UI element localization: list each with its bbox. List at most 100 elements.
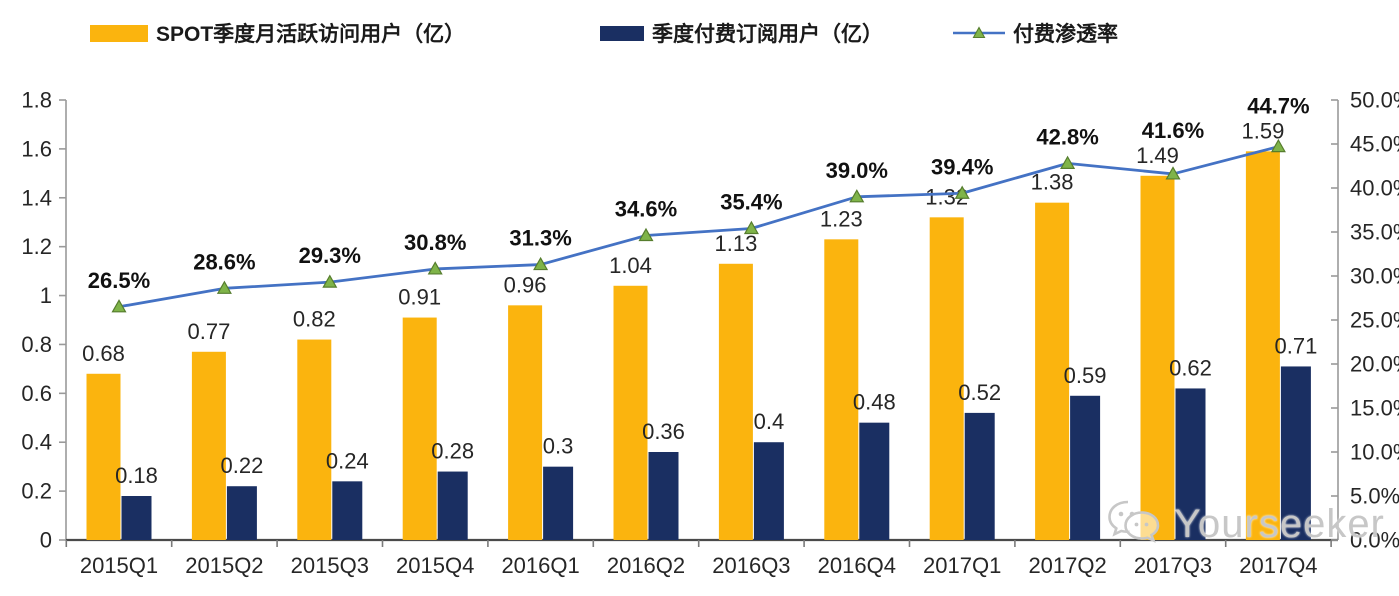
penetration-marker [849, 189, 865, 203]
x-axis-category-label: 2015Q2 [185, 553, 263, 578]
penetration-label: 26.5% [88, 268, 150, 293]
penetration-label: 28.6% [193, 249, 255, 274]
right-axis-tick-label: 50.0% [1350, 88, 1399, 113]
left-axis-tick-label: 1.6 [21, 136, 52, 161]
mau-swatch [90, 24, 148, 42]
penetration-marker [322, 274, 338, 288]
penetration-label: 34.6% [615, 197, 677, 222]
left-axis-tick-label: 1.4 [21, 185, 52, 210]
left-axis-tick-label: 0.2 [21, 479, 52, 504]
left-axis-tick-label: 0 [40, 528, 52, 553]
subs-bar-label: 0.3 [543, 434, 574, 459]
x-axis-category-label: 2016Q4 [818, 553, 896, 578]
mau-bar-label: 1.49 [1136, 143, 1179, 168]
penetration-label: 41.6% [1142, 118, 1204, 143]
mau-bar [824, 239, 859, 541]
penetration-marker [954, 185, 970, 199]
mau-bar [86, 373, 121, 540]
subs-bar-label: 0.36 [642, 419, 685, 444]
mau-bar-label: 1.59 [1241, 118, 1284, 143]
x-axis-category-label: 2016Q3 [712, 553, 790, 578]
subs-bar-label: 0.52 [958, 380, 1001, 405]
subs-bar-label: 0.62 [1169, 355, 1212, 380]
mau-bar [1140, 175, 1175, 540]
mau-bar [191, 351, 226, 540]
right-axis-tick-label: 45.0% [1350, 132, 1399, 157]
mau-bar [508, 305, 543, 540]
left-axis-tick-label: 1.2 [21, 234, 52, 259]
subs-bar-label: 0.24 [326, 448, 369, 473]
legend-item-subs: 季度付费订阅用户（亿） [600, 18, 883, 48]
mau-bar [297, 339, 332, 540]
subs-bar [437, 471, 468, 540]
subs-bar [543, 466, 574, 540]
subs-bar-label: 0.28 [431, 439, 474, 464]
subs-bar [1280, 366, 1311, 540]
right-axis-tick-label: 20.0% [1350, 352, 1399, 377]
penetration-line [118, 145, 1279, 309]
penetration-label: 39.4% [931, 154, 993, 179]
penetration-label: 42.8% [1036, 124, 1098, 149]
penetration-label: 35.4% [720, 189, 782, 214]
mau-bar-label: 0.96 [504, 272, 547, 297]
mau-bar [929, 217, 964, 541]
left-axis-tick-label: 1 [40, 283, 52, 308]
subs-bar [753, 442, 784, 540]
right-axis-tick-label: 40.0% [1350, 176, 1399, 201]
subs-bar-label: 0.59 [1064, 363, 1107, 388]
right-axis-tick-label: 35.0% [1350, 220, 1399, 245]
penetration-marker [1165, 166, 1181, 180]
subs-bar-label: 0.48 [853, 390, 896, 415]
penetration-label: 31.3% [509, 226, 571, 251]
left-axis-tick-label: 0.4 [21, 430, 52, 455]
legend-item-penetration: 付费渗透率 [953, 18, 1118, 48]
penetration-marker [638, 227, 654, 242]
x-axis-category-label: 2017Q3 [1134, 553, 1212, 578]
x-axis-category-label: 2016Q1 [501, 553, 579, 578]
right-axis-tick-label: 0.0% [1350, 528, 1399, 553]
mau-bar-label: 1.38 [1031, 170, 1074, 195]
x-axis-category-label: 2017Q4 [1239, 553, 1317, 578]
legend-item-mau: SPOT季度月活跃访问用户（亿） [90, 18, 465, 48]
line-marker-swatch [953, 26, 1005, 39]
subs-bar [121, 496, 152, 540]
subs-bar [226, 486, 257, 540]
mau-bar [1245, 151, 1280, 541]
penetration-marker [427, 261, 443, 275]
subs-bar-label: 0.18 [115, 463, 158, 488]
penetration-marker [533, 256, 549, 271]
mau-bar-label: 0.82 [293, 307, 336, 332]
subs-swatch [600, 25, 644, 41]
subs-bar-label: 0.4 [754, 409, 785, 434]
right-axis-tick-label: 10.0% [1350, 440, 1399, 465]
subs-bar [964, 412, 995, 540]
x-axis-category-label: 2015Q4 [396, 553, 474, 578]
mau-bar [718, 263, 753, 540]
right-axis-tick-label: 15.0% [1350, 396, 1399, 421]
penetration-marker [1060, 155, 1076, 169]
mau-bar-label: 0.68 [82, 341, 125, 366]
subs-bar [332, 481, 363, 540]
penetration-label: 30.8% [404, 230, 466, 255]
mau-bar-label: 1.23 [820, 206, 863, 231]
penetration-label: 44.7% [1247, 93, 1309, 118]
legend-label-subs: 季度付费订阅用户（亿） [652, 23, 883, 46]
x-axis-category-label: 2015Q1 [80, 553, 158, 578]
subs-bar [648, 452, 679, 540]
subs-bar [1175, 388, 1206, 540]
x-axis-category-label: 2017Q2 [1028, 553, 1106, 578]
left-axis-tick-label: 1.8 [21, 88, 52, 113]
right-axis-tick-label: 30.0% [1350, 264, 1399, 289]
penetration-marker [216, 280, 232, 294]
mau-bar [1035, 202, 1070, 540]
penetration-label: 29.3% [299, 243, 361, 268]
mau-bar-label: 1.04 [609, 253, 652, 278]
mau-bar-label: 1.13 [714, 231, 757, 256]
x-axis-category-label: 2016Q2 [607, 553, 685, 578]
right-axis-tick-label: 5.0% [1350, 484, 1399, 509]
left-axis-tick-label: 0.6 [21, 381, 52, 406]
mau-bar [402, 317, 437, 540]
subs-bar [859, 422, 890, 540]
